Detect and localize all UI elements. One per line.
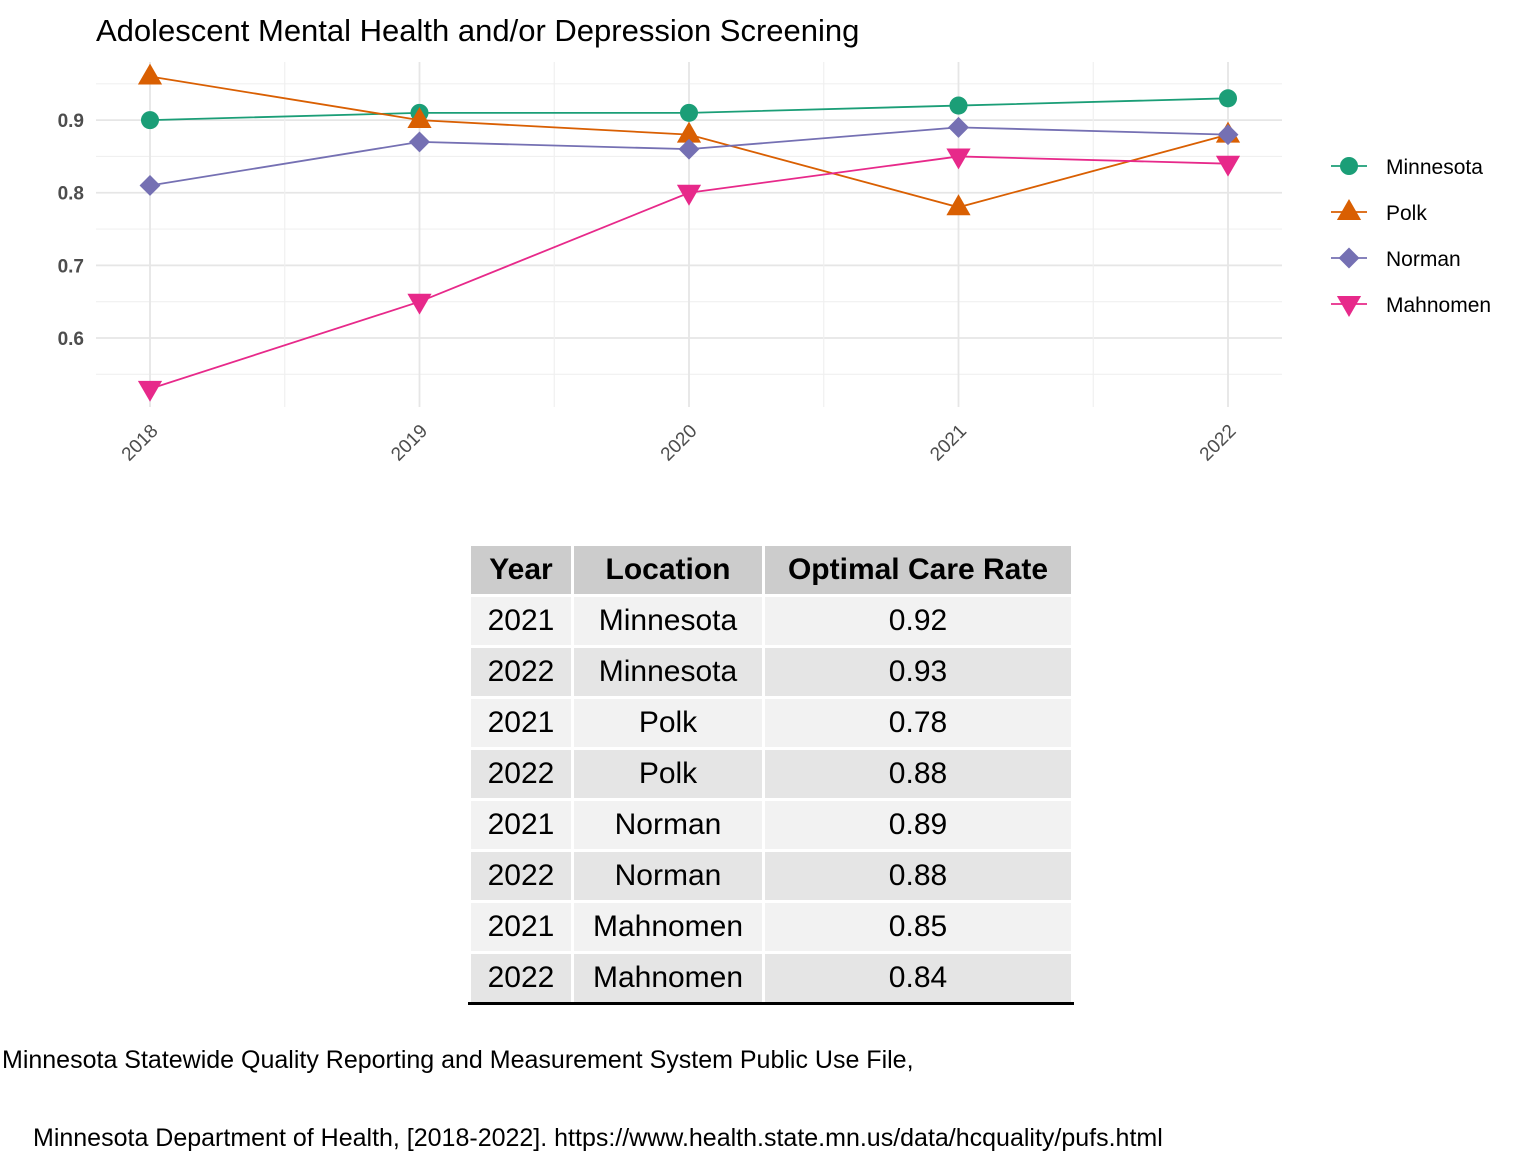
legend-item-mahnomen: Mahnomen [1331, 294, 1491, 317]
y-tick-label: 0.8 [58, 184, 84, 205]
table-header-row: Year Location Optimal Care Rate [468, 543, 1074, 597]
legend-item-norman: Norman [1331, 247, 1461, 271]
cell-year: 2022 [468, 747, 574, 801]
marker-triangle-down [407, 293, 432, 315]
marker-triangle-down [676, 184, 702, 206]
marker-circle [140, 111, 160, 130]
y-tick-label: 0.7 [58, 256, 84, 277]
cell-rate: 0.85 [762, 900, 1074, 954]
marker-diamond [139, 175, 161, 196]
x-tick-label: 2020 [657, 421, 702, 466]
marker-triangle-down [946, 148, 971, 170]
cell-year: 2021 [468, 696, 574, 750]
chart-title: Adolescent Mental Health and/or Depressi… [96, 13, 859, 48]
cell-location: Mahnomen [571, 951, 765, 1005]
legend-item-minnesota: Minnesota [1331, 156, 1483, 179]
table-row: 2022 Minnesota 0.93 [468, 645, 1074, 699]
cell-rate: 0.88 [762, 747, 1074, 801]
cell-rate: 0.84 [762, 951, 1074, 1005]
marker-diamond [1217, 124, 1239, 146]
cell-location: Norman [571, 798, 765, 852]
series-norman [139, 116, 1239, 196]
x-tick-label: 2019 [387, 421, 432, 466]
column-header-rate: Optimal Care Rate [762, 543, 1074, 597]
marker-circle [949, 96, 968, 115]
x-tick-label: 2022 [1196, 421, 1241, 466]
source-caption-line-2: Minnesota Department of Health, [2018-20… [33, 1124, 1163, 1152]
marker-triangle-up [946, 194, 971, 216]
cell-rate: 0.89 [762, 798, 1074, 852]
cell-rate: 0.88 [762, 849, 1074, 903]
cell-location: Minnesota [571, 645, 765, 699]
marker-triangle-up [676, 121, 702, 143]
legend-label: Polk [1386, 202, 1427, 225]
cell-location: Polk [571, 696, 765, 750]
cell-year: 2021 [468, 594, 574, 648]
marker-triangle-down [1336, 296, 1362, 317]
cell-year: 2021 [468, 798, 574, 852]
cell-location: Mahnomen [571, 900, 765, 954]
y-tick-label: 0.9 [58, 111, 84, 132]
marker-triangle-down [1215, 155, 1241, 177]
series-lines [137, 63, 1241, 402]
cell-location: Minnesota [571, 594, 765, 648]
legend-label: Mahnomen [1386, 294, 1491, 317]
marker-triangle-down [137, 380, 163, 402]
table-row: 2022 Mahnomen 0.84 [468, 951, 1074, 1005]
marker-diamond [678, 138, 700, 160]
cell-location: Norman [571, 849, 765, 903]
marker-circle [679, 103, 699, 122]
legend-label: Norman [1386, 248, 1461, 271]
marker-triangle-up [137, 63, 163, 85]
marker-triangle-up [407, 107, 432, 129]
cell-year: 2022 [468, 849, 574, 903]
legend: Minnesota Polk Norman Mahnomen [1331, 156, 1491, 317]
marker-triangle-up [1336, 199, 1362, 220]
cell-year: 2021 [468, 900, 574, 954]
table-row: 2021 Polk 0.78 [468, 696, 1074, 750]
cell-rate: 0.93 [762, 645, 1074, 699]
cell-location: Polk [571, 747, 765, 801]
legend-label: Minnesota [1386, 156, 1483, 179]
optimal-care-table: Year Location Optimal Care Rate 2021 Min… [468, 543, 1074, 1005]
cell-year: 2022 [468, 645, 574, 699]
table-row: 2021 Minnesota 0.92 [468, 594, 1074, 648]
x-axis-ticks: 2018 2019 2020 2021 2022 [118, 421, 1241, 466]
marker-diamond [1338, 247, 1360, 269]
series-mahnomen [137, 148, 1241, 402]
marker-circle [1218, 89, 1238, 108]
table-row: 2021 Norman 0.89 [468, 798, 1074, 852]
table-row: 2022 Norman 0.88 [468, 849, 1074, 903]
cell-year: 2022 [468, 951, 574, 1005]
cell-rate: 0.92 [762, 594, 1074, 648]
y-axis-ticks: 0.6 0.7 0.8 0.9 [58, 111, 84, 350]
line-chart: Adolescent Mental Health and/or Depressi… [58, 13, 1491, 466]
marker-diamond [948, 116, 969, 138]
cell-rate: 0.78 [762, 696, 1074, 750]
x-tick-label: 2021 [926, 421, 971, 466]
y-tick-label: 0.6 [58, 329, 84, 350]
column-header-location: Location [571, 543, 765, 597]
source-caption-line-1: Minnesota Statewide Quality Reporting an… [2, 1046, 914, 1074]
legend-item-polk: Polk [1331, 199, 1427, 225]
x-tick-label: 2018 [118, 421, 163, 466]
marker-circle [1339, 156, 1359, 176]
marker-diamond [409, 131, 430, 153]
table-row: 2022 Polk 0.88 [468, 747, 1074, 801]
table-row: 2021 Mahnomen 0.85 [468, 900, 1074, 954]
column-header-year: Year [468, 543, 574, 597]
